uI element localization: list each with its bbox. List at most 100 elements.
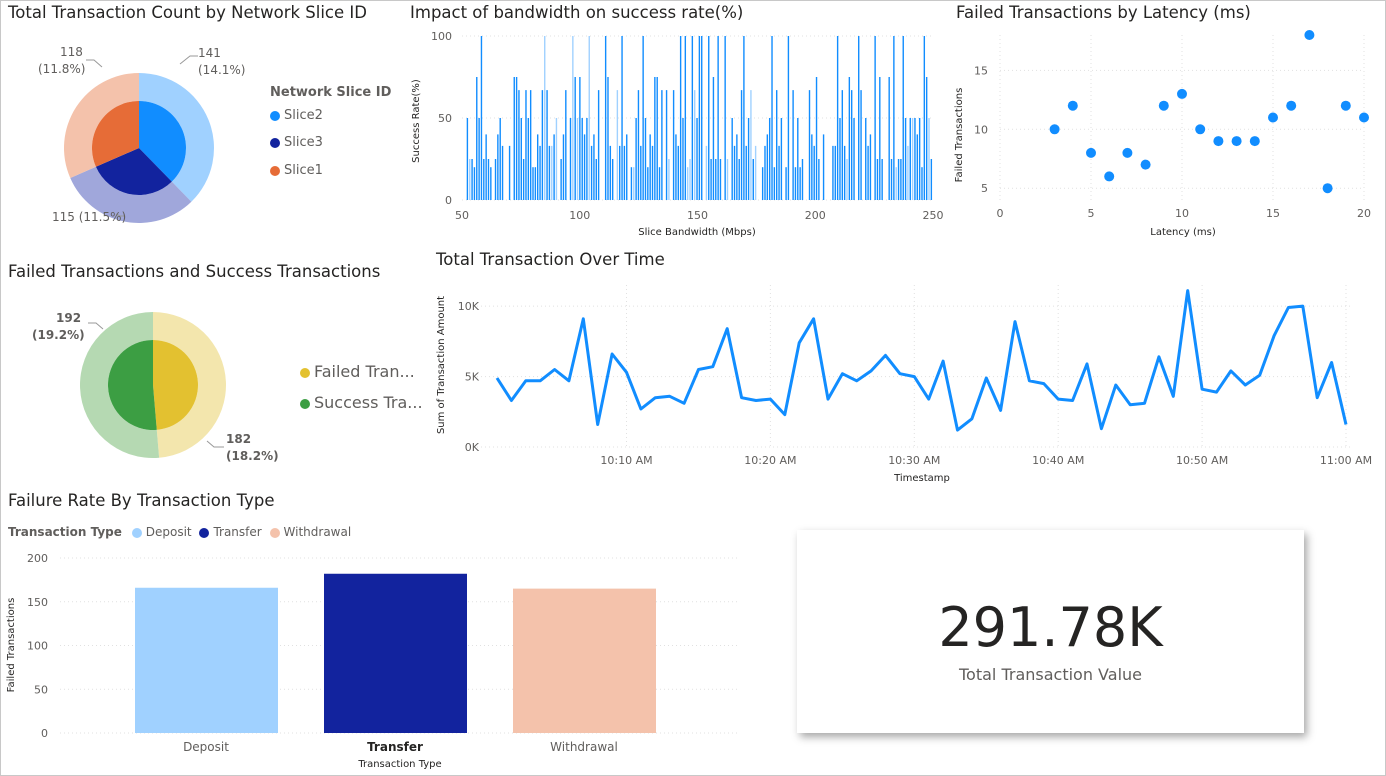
latency-point[interactable] bbox=[1195, 124, 1206, 135]
bandwidth-bar[interactable] bbox=[616, 90, 619, 200]
success-donut-inner[interactable] bbox=[107, 340, 157, 430]
bandwidth-bar[interactable] bbox=[487, 159, 490, 200]
bandwidth-bar[interactable] bbox=[691, 36, 694, 200]
bandwidth-bar[interactable] bbox=[501, 145, 504, 200]
bandwidth-bar[interactable] bbox=[801, 159, 804, 200]
bandwidth-bar[interactable] bbox=[560, 159, 562, 200]
bandwidth-bar[interactable] bbox=[911, 118, 914, 200]
bandwidth-bar[interactable] bbox=[626, 134, 628, 200]
slice-donut-outer-slice1[interactable] bbox=[63, 73, 139, 179]
bandwidth-bar[interactable] bbox=[799, 167, 801, 200]
bandwidth-bar[interactable] bbox=[811, 134, 813, 200]
bandwidth-bar[interactable] bbox=[860, 90, 862, 200]
bandwidth-bar[interactable] bbox=[808, 90, 811, 200]
bandwidth-bar[interactable] bbox=[865, 118, 867, 200]
bandwidth-bar[interactable] bbox=[583, 134, 586, 200]
bandwidth-bar[interactable] bbox=[466, 118, 469, 200]
bandwidth-bar[interactable] bbox=[740, 90, 743, 200]
bandwidth-bar[interactable] bbox=[909, 118, 911, 200]
latency-point[interactable] bbox=[1268, 112, 1278, 123]
bandwidth-bar[interactable] bbox=[752, 159, 754, 200]
bandwidth-bar[interactable] bbox=[647, 167, 649, 200]
latency-point[interactable] bbox=[1322, 183, 1333, 194]
bandwidth-bar[interactable] bbox=[658, 167, 661, 200]
bandwidth-bar[interactable] bbox=[630, 167, 633, 200]
bandwidth-bar[interactable] bbox=[508, 145, 511, 200]
bandwidth-bar[interactable] bbox=[635, 118, 637, 200]
bandwidth-bar[interactable] bbox=[609, 145, 612, 200]
bandwidth-bar[interactable] bbox=[928, 118, 930, 200]
bandwidth-bar[interactable] bbox=[907, 145, 909, 200]
bandwidth-bar[interactable] bbox=[848, 77, 851, 200]
bandwidth-bar[interactable] bbox=[850, 90, 853, 200]
bandwidth-bar[interactable] bbox=[853, 118, 855, 200]
bandwidth-bar[interactable] bbox=[576, 118, 579, 200]
bandwidth-bar[interactable] bbox=[846, 159, 848, 200]
latency-point[interactable] bbox=[1140, 159, 1151, 170]
bandwidth-bar[interactable] bbox=[923, 36, 926, 200]
failed-legend-item[interactable]: Failed Tran... bbox=[300, 362, 415, 381]
legend-transfer[interactable]: Transfer bbox=[199, 525, 262, 539]
latency-point[interactable] bbox=[1231, 136, 1242, 147]
bandwidth-bar[interactable] bbox=[480, 36, 483, 200]
bandwidth-bar[interactable] bbox=[787, 36, 790, 200]
latency-point[interactable] bbox=[1213, 136, 1224, 147]
bandwidth-bar[interactable] bbox=[822, 134, 825, 200]
bandwidth-bar[interactable] bbox=[834, 145, 836, 200]
transaction-line-series[interactable] bbox=[495, 289, 1348, 432]
latency-point[interactable] bbox=[1359, 112, 1369, 123]
bandwidth-bar[interactable] bbox=[633, 167, 635, 200]
slice-donut-outer-slice2[interactable] bbox=[139, 73, 215, 202]
bandwidth-bar[interactable] bbox=[916, 134, 918, 200]
bandwidth-bar[interactable] bbox=[705, 145, 708, 200]
slice-donut-outer-slice3[interactable] bbox=[70, 166, 192, 223]
slice-donut-inner-slice3[interactable] bbox=[95, 148, 172, 195]
bandwidth-bar[interactable] bbox=[794, 167, 797, 200]
bandwidth-bar[interactable] bbox=[881, 159, 883, 200]
latency-point[interactable] bbox=[1122, 147, 1133, 158]
bandwidth-bar[interactable] bbox=[541, 90, 544, 200]
bandwidth-bar[interactable] bbox=[677, 145, 679, 200]
bandwidth-bar[interactable] bbox=[588, 36, 590, 200]
bandwidth-bar[interactable] bbox=[900, 159, 902, 200]
bandwidth-bar[interactable] bbox=[473, 167, 476, 200]
withdrawal-bar[interactable] bbox=[513, 588, 656, 733]
latency-point[interactable] bbox=[1249, 136, 1260, 147]
bandwidth-bar[interactable] bbox=[904, 118, 907, 200]
bandwidth-bar[interactable] bbox=[679, 36, 682, 200]
bandwidth-bar[interactable] bbox=[921, 167, 923, 200]
total-transaction-value-card[interactable]: 291.78K Total Transaction Value bbox=[797, 530, 1304, 733]
slice-donut-chart[interactable]: 141 (14.1%) 118 (11.8%) 115 (11.5%) bbox=[0, 30, 400, 240]
bandwidth-bar[interactable] bbox=[581, 118, 583, 200]
bandwidth-bar[interactable] bbox=[745, 145, 747, 200]
bandwidth-bar[interactable] bbox=[879, 77, 881, 200]
bandwidth-bar[interactable] bbox=[778, 145, 780, 200]
bandwidth-bar[interactable] bbox=[539, 145, 541, 200]
transaction-time-line-chart[interactable]: 0K 5K 10K 10:10 AM 10:20 AM 10:30 AM 10:40 AM 1… bbox=[430, 275, 1380, 490]
bandwidth-bar[interactable] bbox=[574, 77, 576, 200]
bandwidth-bar[interactable] bbox=[682, 118, 684, 200]
bandwidth-bar[interactable] bbox=[902, 36, 904, 200]
bandwidth-bar[interactable] bbox=[529, 90, 532, 200]
slice-legend-item-slice1[interactable]: Slice1 bbox=[270, 163, 323, 178]
bandwidth-bar[interactable] bbox=[607, 77, 609, 200]
bandwidth-bar[interactable] bbox=[843, 145, 846, 200]
bandwidth-bar[interactable] bbox=[715, 159, 717, 200]
slice-donut-inner-slice1[interactable] bbox=[92, 101, 139, 167]
bandwidth-bar[interactable] bbox=[469, 159, 471, 200]
bandwidth-bar[interactable] bbox=[684, 36, 687, 200]
bandwidth-bar[interactable] bbox=[930, 159, 933, 200]
latency-point[interactable] bbox=[1158, 100, 1169, 111]
bandwidth-bar[interactable] bbox=[520, 118, 522, 200]
bandwidth-bar[interactable] bbox=[494, 159, 497, 200]
bandwidth-bar[interactable] bbox=[478, 118, 480, 200]
bandwidth-bar[interactable] bbox=[890, 159, 893, 200]
bandwidth-bar[interactable] bbox=[586, 118, 588, 200]
bandwidth-bar[interactable] bbox=[532, 167, 534, 200]
bandwidth-bar[interactable] bbox=[593, 134, 595, 200]
bandwidth-bar[interactable] bbox=[579, 77, 581, 200]
bandwidth-bar[interactable] bbox=[925, 77, 928, 200]
slice-legend-item-slice2[interactable]: Slice2 bbox=[270, 108, 323, 123]
latency-point[interactable] bbox=[1067, 100, 1078, 111]
bandwidth-bar[interactable] bbox=[761, 167, 764, 200]
